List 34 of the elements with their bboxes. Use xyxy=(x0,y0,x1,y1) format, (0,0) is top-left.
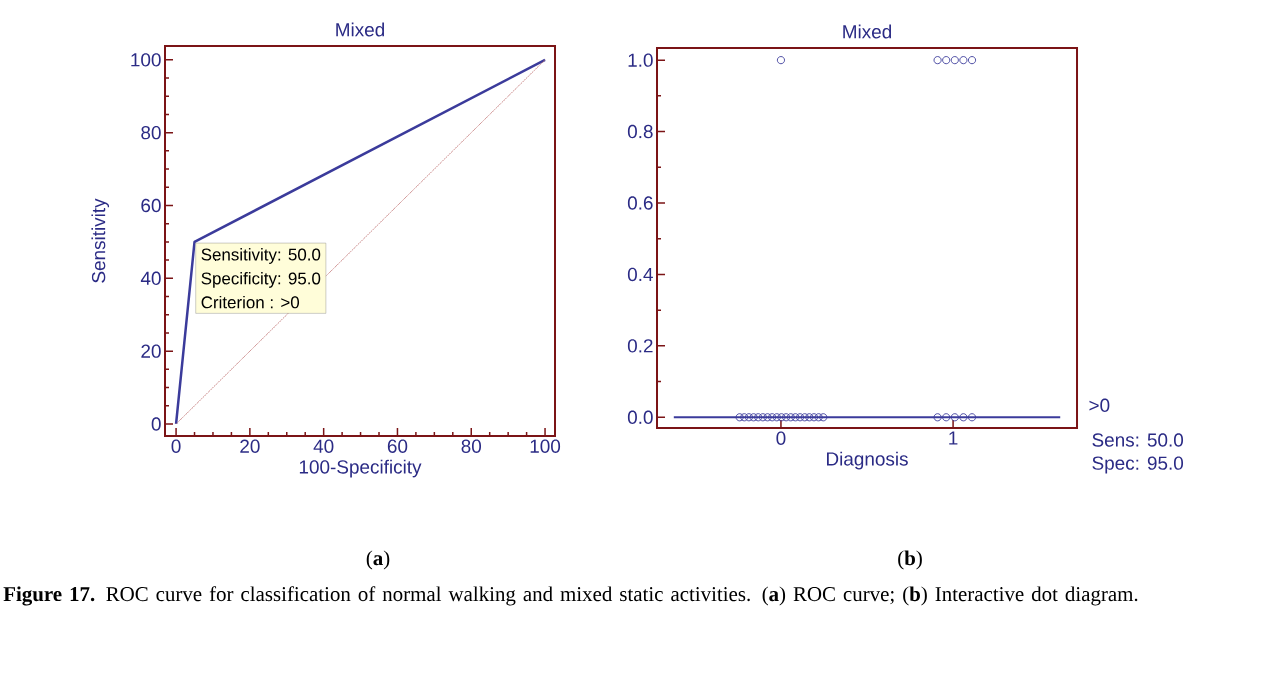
text: (b) xyxy=(898,550,922,570)
x-tick-label: 0 xyxy=(171,439,181,453)
x-tick-label: 40 xyxy=(313,439,334,453)
text: Figure 17. ROC curve for classification of normal walking and mixed static activities. (a) ROC curve; (b) Interactive dot diagram. xyxy=(3,586,1138,606)
y-tick-label: 80 xyxy=(141,125,161,140)
y-tick-label: 100 xyxy=(131,53,161,67)
text: (a) xyxy=(366,550,390,570)
y-tick-label: 0.8 xyxy=(627,124,653,139)
chart-title: Mixed xyxy=(843,24,892,39)
x-tick-label: 80 xyxy=(461,439,482,453)
annotation: Specificity: 95.0 xyxy=(201,272,321,288)
annotation: Criterion : >0 xyxy=(201,295,300,309)
y-tick-label: 1.0 xyxy=(628,53,653,67)
text: Sens: 50.0 xyxy=(1092,433,1184,447)
x-tick-label: 60 xyxy=(387,439,408,453)
y-tick-label: 0.0 xyxy=(627,410,653,424)
x-tick-label: 20 xyxy=(240,439,260,453)
x-axis-title: 100-Specificity xyxy=(299,459,422,478)
y-tick-label: 40 xyxy=(140,271,161,286)
chart-title: Mixed xyxy=(336,22,385,37)
y-tick-label: 60 xyxy=(141,198,161,213)
text: Spec: 95.0 xyxy=(1092,456,1184,474)
x-tick-label: 0 xyxy=(776,431,786,445)
y-tick-label: 0.4 xyxy=(627,267,653,282)
annotation: Sensitivity: 50.0 xyxy=(201,248,321,264)
y-tick-label: 0.2 xyxy=(627,339,653,353)
y-axis-title: Sensitivity xyxy=(91,198,110,283)
x-tick-label: 100 xyxy=(530,439,561,453)
y-tick-label: 0.6 xyxy=(627,196,653,210)
ref-line-label: >0 xyxy=(1089,398,1110,412)
x-tick-label: 1 xyxy=(949,431,958,445)
y-tick-label: 0 xyxy=(151,417,161,431)
x-axis-title: Diagnosis xyxy=(827,451,908,470)
y-tick-label: 20 xyxy=(141,344,161,358)
